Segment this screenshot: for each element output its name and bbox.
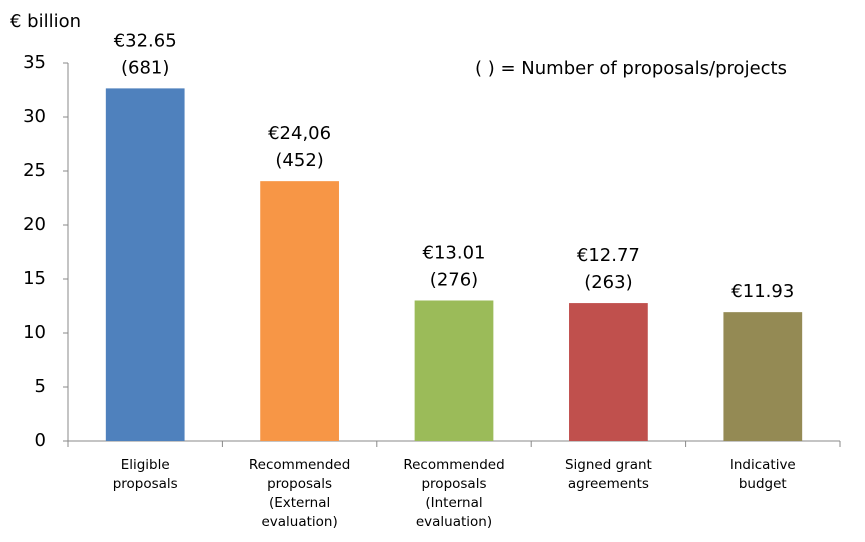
x-tick-label: budget <box>739 476 787 492</box>
x-tick-label: (External <box>269 495 330 511</box>
bar <box>260 181 339 442</box>
annotation: ( ) = Number of proposals/projects <box>475 58 787 79</box>
value-label: €32.65 <box>114 30 177 51</box>
x-tick-label: proposals <box>421 476 486 492</box>
y-tick-label: 20 <box>23 214 46 235</box>
y-tick-label: 25 <box>23 160 46 181</box>
y-tick-label: 15 <box>23 268 46 289</box>
value-label: €11.93 <box>731 281 794 302</box>
x-tick-label: Recommended <box>249 457 350 473</box>
y-tick-label: 30 <box>23 106 46 127</box>
value-label: €13.01 <box>423 242 486 263</box>
y-tick-label: 35 <box>23 52 46 73</box>
x-tick-label: Recommended <box>403 457 504 473</box>
proposal-count-label: (276) <box>430 269 478 290</box>
x-tick-label: agreements <box>568 476 649 492</box>
bar <box>414 300 494 441</box>
y-tick-label: 10 <box>23 322 46 343</box>
x-tick-label: proposals <box>113 476 178 492</box>
x-tick-label: evaluation) <box>416 514 492 530</box>
bar <box>723 312 803 441</box>
proposal-count-label: (452) <box>275 150 323 171</box>
y-axis-label: € billion <box>10 11 81 32</box>
bar <box>569 303 648 441</box>
x-tick-label: proposals <box>267 476 332 492</box>
value-label: €12.77 <box>577 245 640 266</box>
x-tick-label: (Internal <box>425 495 482 511</box>
y-tick-label: 0 <box>35 430 46 451</box>
y-tick-label: 5 <box>35 376 46 397</box>
x-tick-label: Signed grant <box>565 457 652 473</box>
x-tick-label: Indicative <box>730 457 796 473</box>
proposal-count-label: (263) <box>584 272 632 293</box>
x-tick-label: evaluation) <box>261 514 337 530</box>
bar <box>105 88 185 441</box>
proposal-count-label: (681) <box>121 57 169 78</box>
value-label: €24,06 <box>268 123 331 144</box>
x-tick-label: Eligible <box>121 457 170 473</box>
